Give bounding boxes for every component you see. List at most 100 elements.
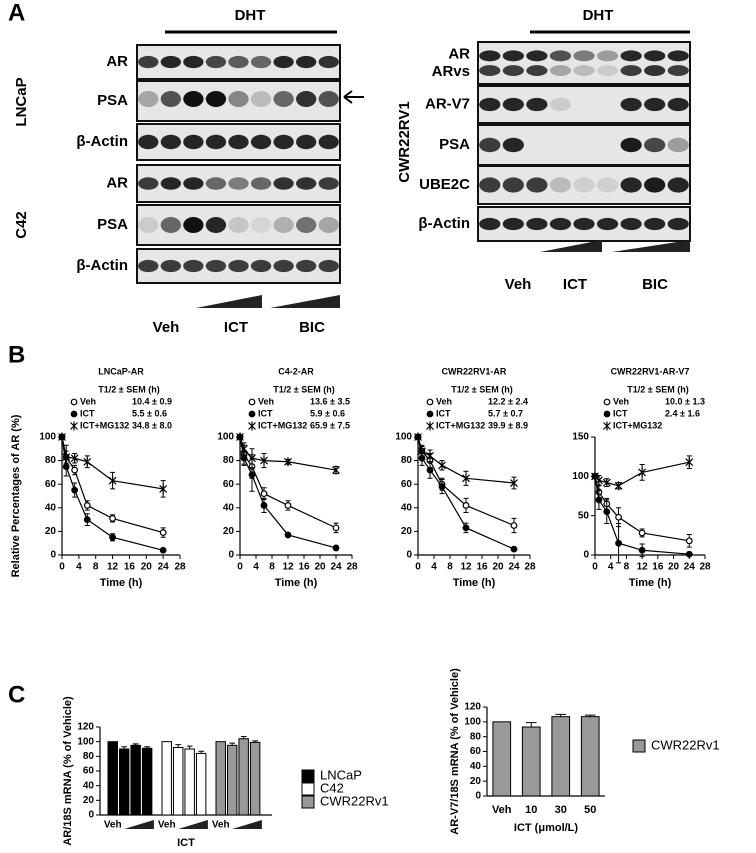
series-line bbox=[417, 436, 515, 550]
marker-stroke bbox=[83, 457, 92, 467]
blot-band bbox=[138, 259, 159, 273]
marker-stroke bbox=[70, 421, 78, 431]
blot-band bbox=[250, 91, 272, 107]
blot-band bbox=[228, 259, 249, 273]
dose-triangle bbox=[270, 295, 340, 308]
marker bbox=[595, 496, 603, 504]
x-tick-label: 0 bbox=[59, 562, 65, 573]
blot-band bbox=[573, 217, 595, 231]
bar bbox=[521, 726, 541, 797]
bar bbox=[118, 748, 130, 816]
marker bbox=[685, 537, 693, 545]
legend-swatch bbox=[301, 782, 315, 796]
error-bar bbox=[198, 750, 204, 754]
bar bbox=[130, 744, 141, 816]
blot-band bbox=[160, 217, 181, 233]
x-tick-label: 24 bbox=[508, 562, 520, 573]
blot-band bbox=[549, 177, 572, 193]
blot-band bbox=[502, 137, 524, 153]
blot-band bbox=[273, 259, 294, 273]
cell-line-label: C42 bbox=[13, 211, 30, 239]
x-tick-label: 24 bbox=[158, 562, 170, 573]
bar bbox=[492, 721, 512, 797]
marker-stroke bbox=[685, 457, 694, 467]
marker bbox=[240, 454, 248, 462]
lane-label: ICT bbox=[563, 276, 587, 293]
blot-band bbox=[250, 177, 272, 190]
x-tick-label: 24 bbox=[330, 562, 342, 573]
blot-row-label: ARvs bbox=[432, 63, 470, 80]
y-tick-label: 0 bbox=[88, 810, 94, 821]
blot-band bbox=[479, 50, 501, 62]
marker bbox=[426, 451, 434, 461]
marker bbox=[58, 432, 66, 442]
bar bbox=[107, 741, 118, 816]
blot-band bbox=[667, 217, 689, 231]
marker-stroke bbox=[248, 421, 256, 431]
blot-band bbox=[526, 97, 548, 112]
marker bbox=[510, 478, 518, 488]
blot-band bbox=[273, 217, 294, 233]
marker bbox=[510, 545, 518, 553]
blot-row-label: β-Actin bbox=[418, 215, 470, 232]
blot-band bbox=[228, 91, 249, 107]
y-tick-label: 60 bbox=[401, 479, 413, 490]
x-axis-label: ICT (μmol/L) bbox=[514, 822, 579, 834]
blot-band bbox=[228, 134, 249, 150]
treatment-label: DHT bbox=[235, 7, 266, 24]
x-tick-label: 8 bbox=[624, 562, 630, 573]
y-tick-label: 20 bbox=[83, 795, 95, 806]
dose-triangle bbox=[540, 240, 602, 252]
y-tick-label: 80 bbox=[401, 455, 413, 466]
x-axis-label: Time (h) bbox=[629, 577, 672, 589]
marker bbox=[70, 421, 78, 431]
blot-band bbox=[644, 137, 666, 153]
marker-stroke bbox=[159, 484, 168, 494]
marker bbox=[638, 529, 646, 537]
x-tick-label: 24 bbox=[684, 562, 696, 573]
marker-stroke bbox=[595, 475, 603, 485]
blot-band bbox=[296, 217, 317, 233]
x-tick-label: 50 bbox=[584, 804, 596, 816]
series-line bbox=[239, 436, 337, 471]
blot-band bbox=[502, 50, 524, 62]
blot-band bbox=[620, 137, 642, 153]
y-tick-label: 20 bbox=[470, 776, 482, 787]
blot-band bbox=[620, 65, 642, 77]
blot-band bbox=[479, 65, 501, 77]
x-axis-label: ICT bbox=[177, 837, 195, 849]
legend-label: ICT bbox=[436, 408, 451, 418]
legend-half-life: 5.9 ± 0.6 bbox=[310, 408, 345, 418]
blot-band bbox=[644, 65, 666, 77]
x-tick-label: 4 bbox=[76, 562, 82, 573]
bar bbox=[580, 716, 600, 797]
marker bbox=[615, 513, 622, 521]
chart-title: CWR22RV1-AR bbox=[442, 366, 507, 376]
blot-band bbox=[596, 65, 619, 77]
blot-band bbox=[667, 65, 689, 77]
blot-band bbox=[318, 134, 339, 150]
y-tick-label: 150 bbox=[572, 432, 589, 443]
x-tick-label: 16 bbox=[652, 562, 664, 573]
marker-stroke bbox=[260, 456, 268, 466]
marker bbox=[462, 502, 470, 509]
blot-band bbox=[183, 259, 204, 273]
y-tick-label: 60 bbox=[45, 479, 57, 490]
legend-label: ICT+MG132 bbox=[258, 420, 307, 430]
marker bbox=[240, 444, 248, 454]
x-tick-label: 28 bbox=[174, 562, 186, 573]
marker bbox=[83, 457, 92, 467]
legend-half-life: 2.4 ± 1.6 bbox=[665, 408, 700, 418]
x-tick-label: 8 bbox=[269, 562, 275, 573]
blot-band bbox=[479, 137, 501, 153]
legend-label: ICT+MG132 bbox=[80, 420, 129, 430]
marker bbox=[685, 550, 693, 558]
blot-band bbox=[183, 91, 204, 107]
blot-band bbox=[296, 55, 317, 69]
marker bbox=[603, 421, 611, 431]
series-line bbox=[417, 436, 515, 484]
x-tick-label: 0 bbox=[237, 562, 243, 573]
blot-row-label: AR-V7 bbox=[425, 95, 470, 112]
blot-band bbox=[502, 177, 524, 193]
bar bbox=[551, 716, 571, 797]
